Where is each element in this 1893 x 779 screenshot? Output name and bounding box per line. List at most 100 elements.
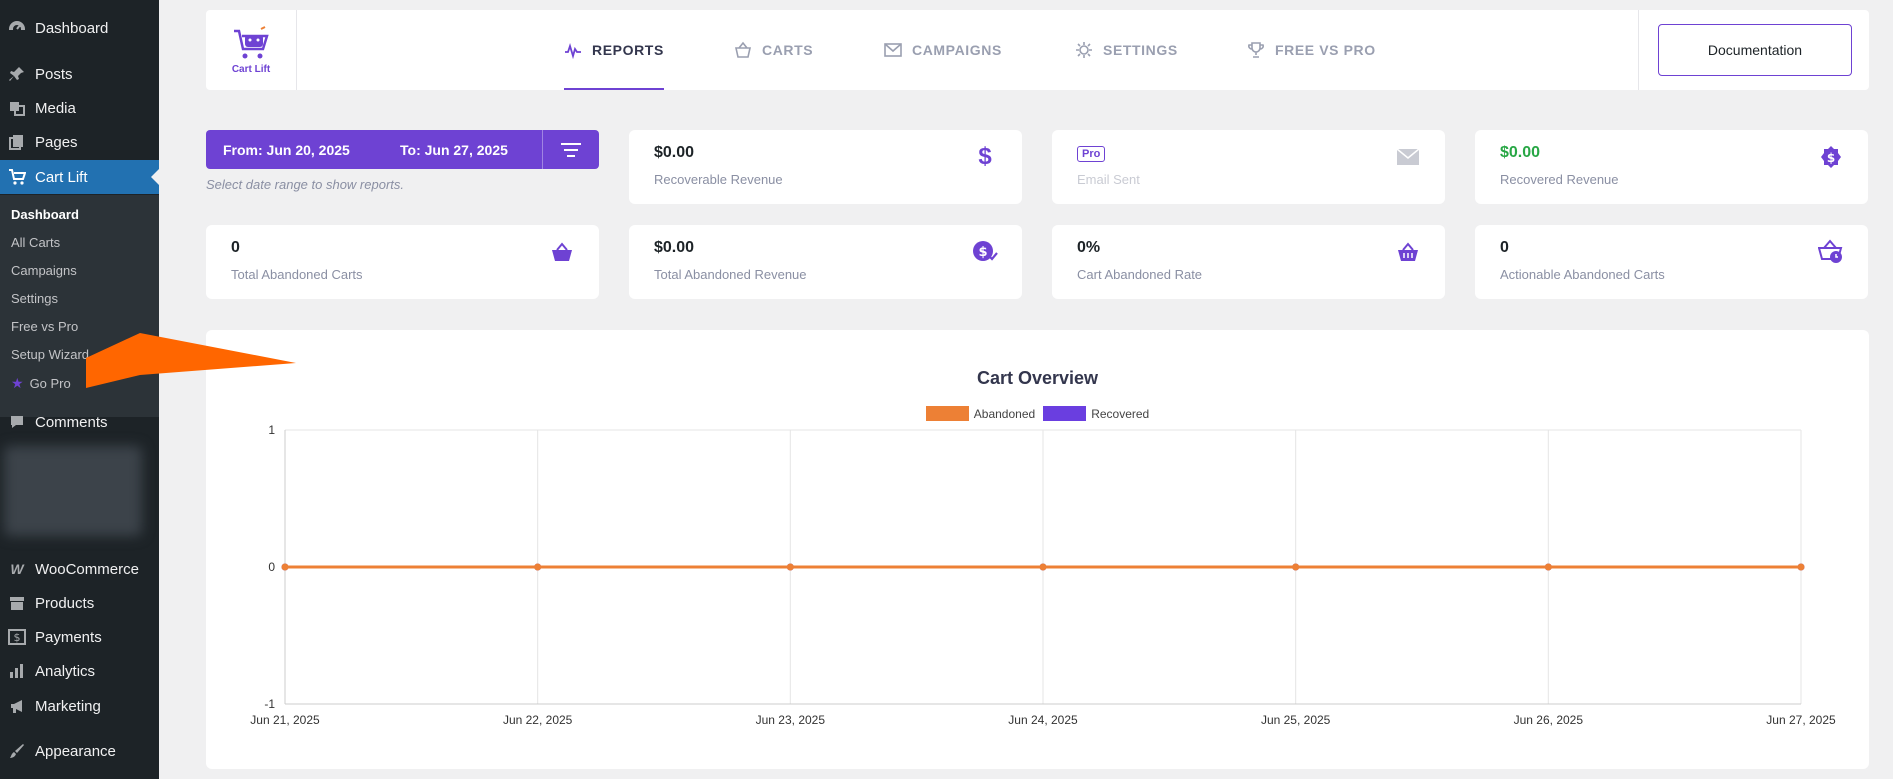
data-point-abandoned: [1039, 563, 1047, 571]
card-recoverable-revenue: $0.00 Recoverable Revenue $: [629, 130, 1022, 204]
legend-abandoned[interactable]: Abandoned: [925, 406, 1036, 421]
date-range-picker[interactable]: From: Jun 20, 2025 To: Jun 27, 2025: [206, 130, 599, 169]
menu-products[interactable]: Products: [0, 586, 159, 620]
basket-clock-icon: [1818, 239, 1844, 265]
tab-label: CARTS: [762, 42, 814, 58]
x-tick-label: Jun 21, 2025: [250, 713, 320, 727]
menu-label: Payments: [35, 628, 102, 646]
date-from[interactable]: From: Jun 20, 2025: [223, 142, 350, 158]
menu-label: Cart Lift: [35, 168, 88, 186]
menu-appearance[interactable]: Appearance: [0, 734, 159, 768]
card-actionable-abandoned-carts: 0 Actionable Abandoned Carts: [1475, 225, 1868, 299]
cart-overview-panel: Cart Overview Abandoned Recovered 1 0 -1 Ju…: [206, 330, 1869, 769]
data-point-abandoned: [281, 563, 289, 571]
mail-icon: [884, 41, 902, 59]
data-point-abandoned: [1544, 563, 1552, 571]
svg-text:$: $: [978, 245, 987, 260]
dollar-icon: $: [7, 627, 27, 647]
card-value: $0.00: [1500, 144, 1541, 161]
menu-dashboard[interactable]: Dashboard: [0, 11, 159, 45]
svg-text:$: $: [14, 631, 21, 644]
legend-label: Abandoned: [973, 406, 1036, 421]
submenu-settings[interactable]: Settings: [11, 291, 58, 306]
tab-reports[interactable]: REPORTS: [564, 10, 664, 90]
card-label: Recoverable Revenue: [654, 172, 783, 187]
menu-posts[interactable]: Posts: [0, 57, 159, 91]
submenu-setup-wizard[interactable]: Setup Wizard: [11, 347, 90, 362]
tab-carts[interactable]: CARTS: [734, 10, 813, 90]
data-point-abandoned: [786, 563, 794, 571]
menu-comments[interactable]: Comments: [0, 405, 159, 439]
megaphone-icon: [7, 696, 27, 716]
dollar-icon: $: [978, 143, 992, 170]
legend-label: Recovered: [1091, 406, 1150, 421]
submenu-free-vs-pro[interactable]: Free vs Pro: [11, 319, 79, 334]
blurred-plugin-area: [4, 446, 142, 536]
date-range-hint: Select date range to show reports.: [206, 177, 405, 192]
legend-swatch-abandoned: [925, 406, 969, 421]
star-icon: ★: [11, 375, 24, 391]
woo-icon: W: [10, 561, 24, 577]
legend-swatch-recovered: [1043, 406, 1087, 421]
legend-recovered[interactable]: Recovered: [1043, 406, 1149, 421]
y-tick-label: -1: [264, 697, 275, 711]
dollar-check-icon: $: [972, 239, 998, 265]
card-value: 0: [1500, 239, 1509, 256]
data-point-abandoned: [534, 563, 542, 571]
card-value: 0%: [1077, 239, 1101, 256]
menu-analytics[interactable]: Analytics: [0, 654, 159, 688]
x-tick-label: Jun 26, 2025: [1514, 713, 1584, 727]
pro-badge: Pro: [1077, 146, 1106, 162]
card-value: $0.00: [654, 239, 695, 256]
card-value: $0.00: [654, 144, 695, 161]
pulse-icon: [564, 41, 582, 59]
gear-icon: [1075, 41, 1093, 59]
menu-cart-lift[interactable]: Cart Lift: [0, 160, 159, 194]
menu-label: Media: [35, 99, 76, 117]
menu-payments[interactable]: $ Payments: [0, 620, 159, 654]
plugin-header: Cart Lift REPORTS CARTS CAMPAIGNS SETTIN…: [206, 10, 1869, 90]
x-tick-label: Jun 22, 2025: [503, 713, 573, 727]
menu-label: WooCommerce: [35, 560, 139, 578]
submenu-dashboard[interactable]: Dashboard: [11, 207, 79, 222]
y-tick-label: 0: [268, 560, 275, 574]
basket-icon: [734, 41, 752, 59]
cart-lift-submenu: Dashboard All Carts Campaigns Settings F…: [0, 195, 159, 417]
bar-chart-icon: [7, 661, 27, 681]
tab-campaigns[interactable]: CAMPAIGNS: [884, 10, 1002, 90]
logo-text: Cart Lift: [231, 63, 271, 75]
date-to[interactable]: To: Jun 27, 2025: [400, 142, 508, 158]
tab-settings[interactable]: SETTINGS: [1075, 10, 1178, 90]
brush-icon: [7, 741, 27, 761]
filter-button[interactable]: [542, 130, 599, 169]
x-tick-label: Jun 25, 2025: [1261, 713, 1331, 727]
menu-woocommerce[interactable]: W WooCommerce: [0, 552, 159, 586]
x-tick-label: Jun 24, 2025: [1008, 713, 1078, 727]
chart-title: Cart Overview: [976, 368, 1099, 388]
card-cart-abandoned-rate: 0% Cart Abandoned Rate: [1052, 225, 1445, 299]
menu-pages[interactable]: Pages: [0, 125, 159, 159]
documentation-button[interactable]: Documentation: [1658, 24, 1852, 76]
chart-legend: Abandoned Recovered: [206, 406, 1869, 421]
menu-label: Analytics: [35, 662, 96, 680]
filter-icon: [561, 142, 581, 157]
menu-label: Marketing: [35, 697, 101, 715]
menu-media[interactable]: Media: [0, 91, 159, 125]
submenu-go-pro[interactable]: ★ Go Pro: [11, 375, 71, 392]
menu-marketing[interactable]: Marketing: [0, 689, 159, 723]
submenu-all-carts[interactable]: All Carts: [11, 235, 61, 250]
card-total-abandoned-revenue: $0.00 Total Abandoned Revenue $: [629, 225, 1022, 299]
dashboard-icon: [7, 18, 27, 38]
submenu-campaigns[interactable]: Campaigns: [11, 263, 77, 278]
svg-text:$: $: [1827, 151, 1835, 165]
data-point-abandoned: [1292, 563, 1300, 571]
dollar-badge-icon: $: [1818, 144, 1844, 170]
cart-lift-logo-icon: [234, 25, 269, 58]
tab-label: SETTINGS: [1103, 42, 1178, 58]
tab-label: FREE VS PRO: [1275, 42, 1376, 58]
cart-lift-logo[interactable]: Cart Lift: [206, 10, 297, 90]
card-label: Email Sent: [1077, 172, 1140, 187]
menu-label: Comments: [35, 413, 108, 431]
pages-icon: [7, 132, 27, 152]
tab-free-vs-pro[interactable]: FREE VS PRO: [1247, 10, 1376, 90]
